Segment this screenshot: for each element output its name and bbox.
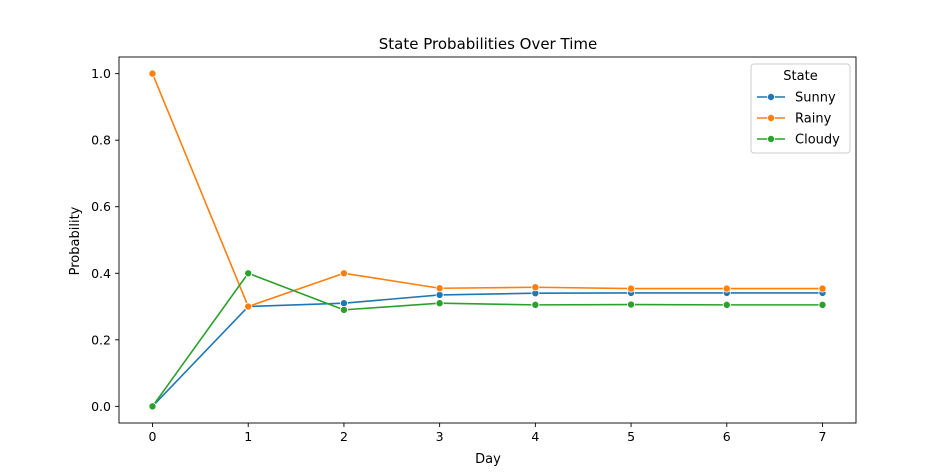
data-point-rainy: [722, 284, 731, 293]
data-point-rainy: [435, 284, 444, 293]
data-point-rainy: [627, 284, 636, 293]
legend-label-rainy: Rainy: [795, 112, 832, 127]
x-axis-label: Day: [475, 452, 501, 467]
data-point-cloudy: [531, 300, 540, 309]
series-line-rainy: [151, 73, 823, 308]
y-axis-label: Probability: [68, 206, 83, 275]
legend-box: [750, 63, 851, 154]
data-point-cloudy: [148, 402, 157, 411]
legend-marker-rainy: [767, 114, 776, 123]
x-tick-label: 6: [723, 429, 731, 444]
x-tick-label: 2: [340, 429, 348, 444]
data-point-sunny: [435, 290, 444, 299]
data-point-cloudy: [339, 305, 348, 314]
y-tick-label: 0.6: [91, 199, 111, 214]
y-tick-label: 0.0: [91, 399, 111, 414]
x-tick-label: 7: [819, 429, 827, 444]
data-point-cloudy: [627, 300, 636, 309]
legend-title: State: [783, 69, 817, 84]
data-point-rainy: [531, 283, 540, 292]
plot-frame: [118, 56, 857, 424]
data-point-rainy: [244, 302, 253, 311]
data-point-cloudy: [722, 300, 731, 309]
data-point-cloudy: [818, 300, 827, 309]
data-point-rainy: [339, 269, 348, 278]
legend: State Sunny Rainy Cloudy: [750, 63, 851, 154]
data-point-rainy: [818, 284, 827, 293]
x-tick-label: 5: [627, 429, 635, 444]
series-line-cloudy: [151, 272, 823, 407]
y-tick-label: 0.4: [91, 266, 111, 281]
data-point-rainy: [148, 69, 157, 78]
data-point-cloudy: [244, 269, 253, 278]
chart-title: State Probabilities Over Time: [379, 35, 597, 53]
legend-label-cloudy: Cloudy: [795, 133, 840, 148]
axes: 0 1 2 3 4 5 6 7 0.0 0.2 0.4 0.6 0.8 1.0: [91, 56, 857, 444]
series-line-sunny: [151, 292, 823, 407]
legend-label-sunny: Sunny: [795, 91, 836, 106]
data-point-sunny: [339, 299, 348, 308]
data-point-cloudy: [435, 299, 444, 308]
y-tick-label: 0.2: [91, 332, 111, 347]
x-tick-label: 0: [149, 429, 157, 444]
legend-marker-sunny: [767, 93, 776, 102]
x-tick-label: 3: [436, 429, 444, 444]
series-layer: [148, 69, 827, 411]
x-tick-label: 1: [244, 429, 252, 444]
legend-marker-cloudy: [767, 134, 776, 143]
y-tick-label: 0.8: [91, 133, 111, 148]
x-tick-label: 4: [531, 429, 539, 444]
y-tick-label: 1.0: [91, 66, 111, 81]
